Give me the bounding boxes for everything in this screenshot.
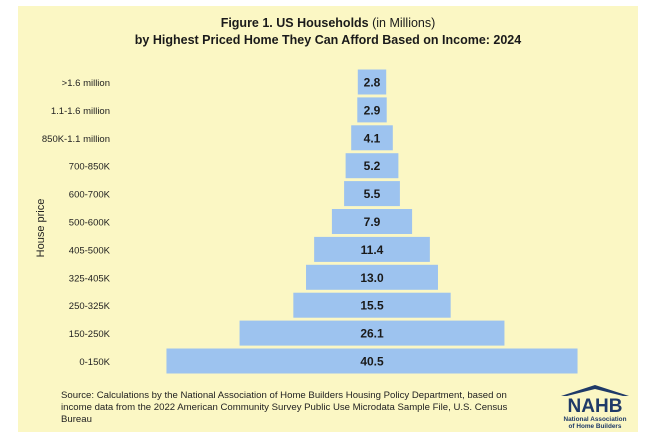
chart-card: Figure 1. US Households (in Millions) by… [18,6,638,432]
bar-value-label: 26.1 [360,327,384,341]
bar [306,264,438,290]
category-label: 850K-1.1 million [42,134,110,145]
bar [344,181,400,207]
nahb-logo: NAHB National Association of Home Builde… [561,385,629,430]
logo-roof-icon [561,385,629,396]
logo-tagline-2: of Home Builders [569,423,622,430]
chart-title-units: (in Millions) [368,16,436,30]
category-label: 405-500K [69,245,111,256]
category-label: 325-405K [69,273,111,284]
bar-value-label: 40.5 [360,355,384,369]
category-label: 150-250K [69,329,111,340]
bar-value-label: 15.5 [360,299,384,313]
category-label: 700-850K [69,162,111,173]
bar-value-label: 4.1 [364,131,381,145]
bar [166,348,578,374]
chart-title-line1: Figure 1. US Households (in Millions) [18,16,638,30]
category-label: 600-700K [69,190,111,201]
bar [351,125,393,151]
category-label: >1.6 million [62,78,110,89]
category-label: 1.1-1.6 million [51,106,110,117]
category-label: 0-150K [79,357,110,368]
bar-value-label: 5.5 [364,187,381,201]
source-note: Source: Calculations by the National Ass… [61,390,508,425]
category-label: 500-600K [69,218,111,229]
bar [357,69,387,95]
category-label: 250-325K [69,301,111,312]
bar-value-label: 11.4 [361,243,384,257]
bar-value-label: 13.0 [360,271,384,285]
chart-title-bold: Figure 1. US Households [220,16,369,30]
logo-tagline-1: National Association [564,416,627,423]
bar-value-label: 2.8 [364,76,381,90]
bar [345,153,399,179]
chart-title-line2: by Highest Priced Home They Can Afford B… [134,33,522,47]
bar-value-label: 2.9 [364,103,381,117]
bar [331,209,413,234]
bar [357,97,387,123]
pyramid-bar-chart: >1.6 million 2.8 1.1-1.6 million 2.9 850K-1.… [42,69,578,374]
bar [239,320,505,346]
bar-value-label: 5.2 [364,159,381,173]
bar [293,292,451,318]
logo-letters: NAHB [568,396,623,417]
bar-value-label: 7.9 [364,215,381,229]
bar [314,236,430,262]
